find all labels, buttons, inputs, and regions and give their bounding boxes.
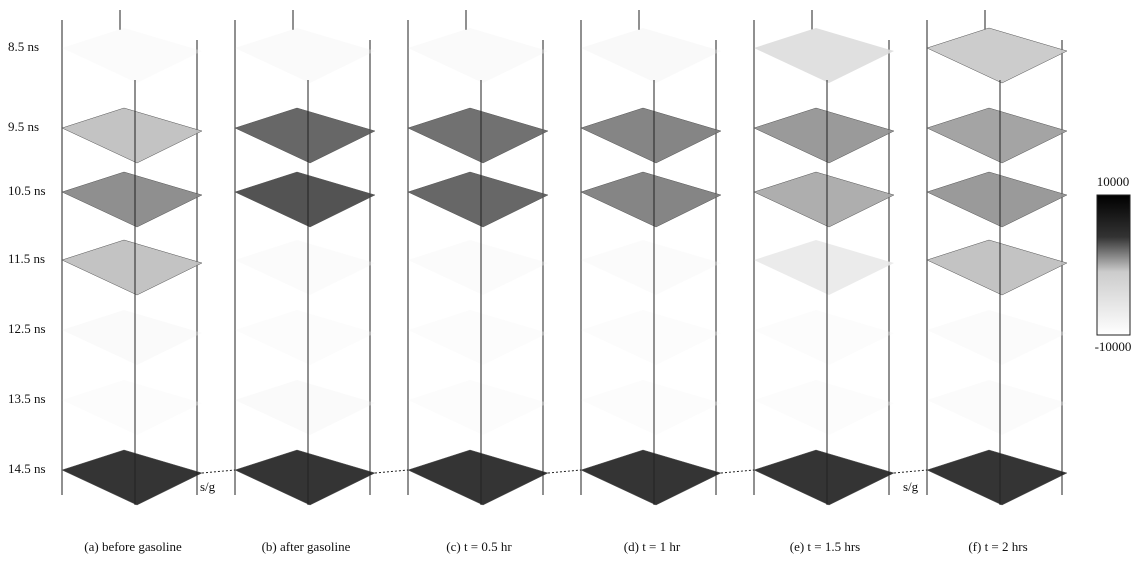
slice xyxy=(62,310,202,365)
slice xyxy=(62,108,202,163)
panel-caption: (d) t = 1 hr xyxy=(624,539,681,554)
time-label: 10.5 ns xyxy=(8,183,46,198)
slice xyxy=(62,28,202,83)
panel-caption: (f) t = 2 hrs xyxy=(968,539,1027,554)
slice xyxy=(235,28,375,83)
panel-caption: (e) t = 1.5 hrs xyxy=(790,539,861,554)
slice xyxy=(62,172,202,227)
slice xyxy=(62,450,202,505)
time-label: 9.5 ns xyxy=(8,119,39,134)
slice xyxy=(927,450,1067,505)
slice xyxy=(235,240,375,295)
slice xyxy=(408,310,548,365)
annotation: s/g xyxy=(903,479,919,494)
colorbar-min: -10000 xyxy=(1095,339,1132,354)
colorbar-max: 10000 xyxy=(1097,174,1130,189)
annotation: s/g xyxy=(200,479,216,494)
slice xyxy=(581,450,721,505)
slice xyxy=(581,240,721,295)
slice xyxy=(754,108,894,163)
panel-caption: (a) before gasoline xyxy=(84,539,182,554)
slice xyxy=(408,108,548,163)
panel-caption: (c) t = 0.5 hr xyxy=(446,539,512,554)
slice xyxy=(62,380,202,435)
connector xyxy=(721,470,754,473)
connector xyxy=(894,470,927,473)
slice xyxy=(408,380,548,435)
slice xyxy=(927,240,1067,295)
slice xyxy=(581,108,721,163)
slice xyxy=(408,450,548,505)
slice xyxy=(581,28,721,83)
time-label: 11.5 ns xyxy=(8,251,45,266)
slice xyxy=(927,108,1067,163)
figure: 8.5 ns 9.5 ns 10.5 ns 11.5 ns 12.5 ns 13… xyxy=(0,0,1143,585)
slice xyxy=(927,172,1067,227)
slice xyxy=(927,380,1067,435)
slice xyxy=(408,172,548,227)
slice xyxy=(408,28,548,83)
slice xyxy=(235,450,375,505)
slice xyxy=(754,240,894,295)
time-label: 13.5 ns xyxy=(8,391,46,406)
time-label: 12.5 ns xyxy=(8,321,46,336)
slice xyxy=(754,380,894,435)
slice xyxy=(581,172,721,227)
connector xyxy=(375,470,408,473)
slice xyxy=(754,28,894,83)
slice xyxy=(754,172,894,227)
slice xyxy=(235,108,375,163)
slice xyxy=(62,240,202,295)
connector xyxy=(548,470,581,473)
slice xyxy=(754,450,894,505)
colorbar xyxy=(1097,195,1130,335)
slice xyxy=(754,310,894,365)
slice xyxy=(927,310,1067,365)
slice xyxy=(927,28,1067,83)
time-labels: 8.5 ns 9.5 ns 10.5 ns 11.5 ns 12.5 ns 13… xyxy=(8,39,46,476)
slice xyxy=(581,310,721,365)
connector xyxy=(202,470,235,473)
panel-caption: (b) after gasoline xyxy=(262,539,351,554)
time-label: 8.5 ns xyxy=(8,39,39,54)
slice xyxy=(235,380,375,435)
slice xyxy=(235,172,375,227)
time-label: 14.5 ns xyxy=(8,461,46,476)
slice xyxy=(235,310,375,365)
slice xyxy=(408,240,548,295)
slice xyxy=(581,380,721,435)
